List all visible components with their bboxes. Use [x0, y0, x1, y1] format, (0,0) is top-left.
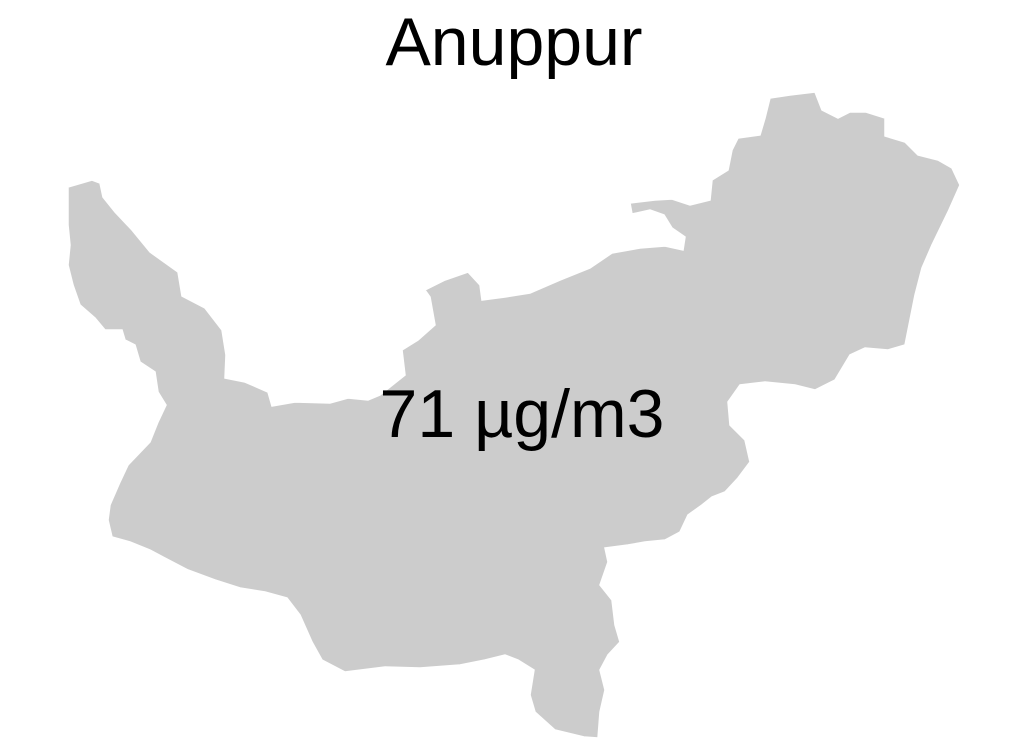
map-title: Anuppur — [385, 4, 643, 80]
district-shape-anuppur — [67, 91, 961, 739]
region-value-label: 71 µg/m3 — [379, 376, 665, 452]
